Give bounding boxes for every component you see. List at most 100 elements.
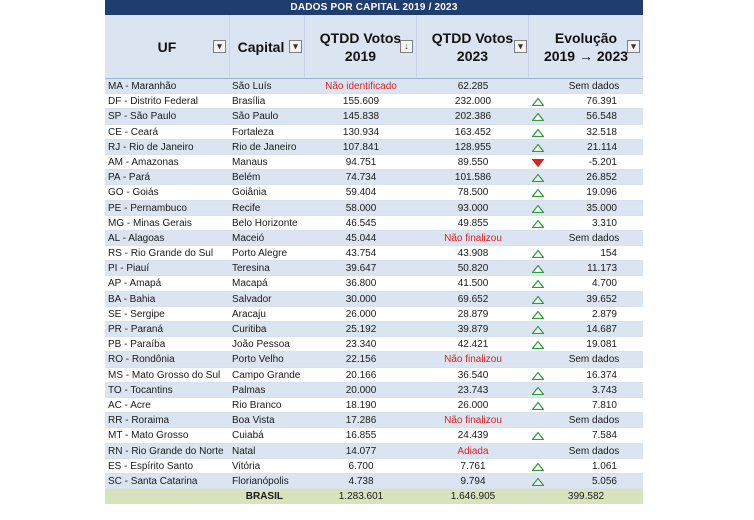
- cell-votos-2023[interactable]: 202.386: [454, 111, 492, 123]
- cell-capital[interactable]: Brasília: [232, 96, 266, 108]
- cell-evolucao[interactable]: 4.700: [529, 276, 643, 290]
- cell-votos-2019[interactable]: 39.647: [345, 263, 377, 275]
- cell-votos-2019[interactable]: 36.800: [345, 278, 377, 290]
- column-header-capital[interactable]: Capital ▾: [230, 15, 305, 78]
- cell-votos-2023[interactable]: 7.761: [460, 460, 486, 472]
- cell-votos-2019[interactable]: Não identificado: [325, 81, 397, 92]
- cell-uf[interactable]: PA - Pará: [108, 172, 151, 184]
- cell-votos-2023[interactable]: 78.500: [457, 187, 489, 199]
- cell-votos-2019[interactable]: 17.286: [345, 415, 377, 427]
- cell-uf[interactable]: GO - Goiás: [108, 187, 159, 199]
- cell-votos-2023[interactable]: Não finalizou: [444, 354, 502, 366]
- column-header-votos-2023[interactable]: QTDD Votos 2023 ▾: [417, 15, 529, 78]
- cell-capital[interactable]: Belo Horizonte: [232, 217, 298, 229]
- cell-uf[interactable]: SE - Sergipe: [108, 308, 165, 320]
- cell-votos-2023[interactable]: 23.743: [457, 384, 489, 396]
- cell-votos-2019[interactable]: 130.934: [342, 126, 380, 138]
- filter-dropdown-icon[interactable]: ▾: [213, 40, 226, 53]
- cell-uf[interactable]: PI - Piauí: [108, 263, 150, 275]
- cell-votos-2023[interactable]: 232.000: [454, 96, 492, 108]
- cell-uf[interactable]: PB - Paraíba: [108, 339, 166, 351]
- cell-votos-2019[interactable]: 22.156: [345, 354, 377, 366]
- cell-uf[interactable]: AM - Amazonas: [108, 156, 179, 168]
- cell-capital[interactable]: São Luís: [232, 81, 272, 92]
- cell-capital[interactable]: Porto Velho: [232, 354, 284, 366]
- filter-dropdown-icon[interactable]: ▾: [514, 40, 527, 53]
- column-header-uf[interactable]: UF ▾: [105, 15, 230, 78]
- cell-votos-2019[interactable]: 4.738: [348, 475, 374, 487]
- cell-uf[interactable]: PE - Pernambuco: [108, 202, 187, 214]
- cell-evolucao[interactable]: 35.000: [529, 201, 643, 215]
- cell-votos-2023[interactable]: 101.586: [454, 172, 492, 184]
- cell-votos-2019[interactable]: 74.734: [345, 172, 377, 184]
- cell-votos-2023[interactable]: 41.500: [457, 278, 489, 290]
- cell-votos-2019[interactable]: 30.000: [345, 293, 377, 305]
- cell-capital[interactable]: Palmas: [232, 384, 266, 396]
- cell-votos-2019[interactable]: 20.000: [345, 384, 377, 396]
- cell-evolucao[interactable]: 5.056: [529, 474, 643, 488]
- cell-evolucao[interactable]: 3.743: [529, 383, 643, 397]
- cell-votos-2023[interactable]: 69.652: [457, 293, 489, 305]
- cell-uf[interactable]: MA - Maranhão: [108, 81, 177, 92]
- cell-votos-2019[interactable]: 155.609: [342, 96, 380, 108]
- cell-uf[interactable]: RO - Rondônia: [108, 354, 175, 366]
- cell-votos-2023[interactable]: 50.820: [457, 263, 489, 275]
- cell-evolucao[interactable]: 76.391: [529, 94, 643, 108]
- cell-votos-2019[interactable]: 46.545: [345, 217, 377, 229]
- cell-uf[interactable]: RN - Rio Grande do Norte: [108, 445, 224, 457]
- cell-votos-2019[interactable]: 43.754: [345, 248, 377, 260]
- cell-evolucao[interactable]: 16.374: [529, 368, 643, 382]
- cell-evolucao[interactable]: -5.201: [529, 155, 643, 169]
- column-header-evolucao[interactable]: Evolução 2019 → 2023 ▾: [529, 15, 643, 78]
- cell-capital[interactable]: Campo Grande: [232, 369, 301, 381]
- cell-votos-2023[interactable]: 9.794: [460, 475, 486, 487]
- cell-votos-2023[interactable]: Não finalizou: [444, 232, 502, 244]
- cell-capital[interactable]: Cuiabá: [232, 430, 264, 442]
- cell-evolucao[interactable]: Sem dados: [529, 444, 643, 458]
- cell-votos-2019[interactable]: 26.000: [345, 308, 377, 320]
- cell-votos-2023[interactable]: 62.285: [457, 81, 489, 92]
- cell-votos-2019[interactable]: 59.404: [345, 187, 377, 199]
- cell-evolucao[interactable]: 39.652: [529, 292, 643, 306]
- cell-votos-2023[interactable]: 163.452: [454, 126, 492, 138]
- cell-votos-2019[interactable]: 58.000: [345, 202, 377, 214]
- cell-capital[interactable]: Goiânia: [232, 187, 267, 199]
- cell-capital[interactable]: São Paulo: [232, 111, 279, 123]
- cell-uf[interactable]: SC - Santa Catarina: [108, 475, 198, 487]
- cell-capital[interactable]: Natal: [232, 445, 256, 457]
- cell-evolucao[interactable]: 7.584: [529, 428, 643, 442]
- cell-uf[interactable]: ES - Espírito Santo: [108, 460, 194, 472]
- filter-dropdown-icon[interactable]: ▾: [289, 40, 302, 53]
- cell-uf[interactable]: RS - Rio Grande do Sul: [108, 248, 214, 260]
- cell-votos-2019[interactable]: 6.700: [348, 460, 374, 472]
- cell-votos-2023[interactable]: 36.540: [457, 369, 489, 381]
- cell-votos-2023[interactable]: 43.908: [457, 248, 489, 260]
- cell-capital[interactable]: Rio de Janeiro: [232, 141, 297, 153]
- cell-uf[interactable]: AL - Alagoas: [108, 232, 165, 244]
- column-header-votos-2019[interactable]: QTDD Votos 2019 ↓: [305, 15, 417, 78]
- cell-uf[interactable]: RJ - Rio de Janeiro: [108, 141, 194, 153]
- cell-votos-2023[interactable]: 39.879: [457, 324, 489, 335]
- cell-uf[interactable]: SP - São Paulo: [108, 111, 177, 123]
- cell-capital[interactable]: João Pessoa: [232, 339, 290, 351]
- cell-uf[interactable]: MG - Minas Gerais: [108, 217, 192, 229]
- cell-votos-2023[interactable]: 26.000: [457, 399, 489, 411]
- cell-evolucao[interactable]: 21.114: [529, 140, 643, 154]
- cell-evolucao[interactable]: Sem dados: [529, 413, 643, 427]
- cell-uf[interactable]: TO - Tocantins: [108, 384, 173, 396]
- cell-evolucao[interactable]: Sem dados: [529, 231, 643, 245]
- cell-votos-2019[interactable]: 18.190: [345, 399, 377, 411]
- cell-evolucao[interactable]: 19.081: [529, 337, 643, 351]
- cell-capital[interactable]: Vitória: [232, 460, 261, 472]
- cell-votos-2019[interactable]: 94.751: [345, 156, 377, 168]
- cell-votos-2019[interactable]: 20.166: [345, 369, 377, 381]
- cell-votos-2023[interactable]: 42.421: [457, 339, 489, 351]
- cell-capital[interactable]: Macapá: [232, 278, 268, 290]
- cell-uf[interactable]: AC - Acre: [108, 399, 151, 411]
- cell-uf[interactable]: AP - Amapá: [108, 278, 162, 290]
- cell-evolucao[interactable]: Sem dados: [529, 79, 643, 93]
- cell-evolucao[interactable]: Sem dados: [529, 352, 643, 366]
- cell-capital[interactable]: Fortaleza: [232, 126, 274, 138]
- cell-uf[interactable]: MS - Mato Grosso do Sul: [108, 369, 221, 381]
- cell-capital[interactable]: Teresina: [232, 263, 270, 275]
